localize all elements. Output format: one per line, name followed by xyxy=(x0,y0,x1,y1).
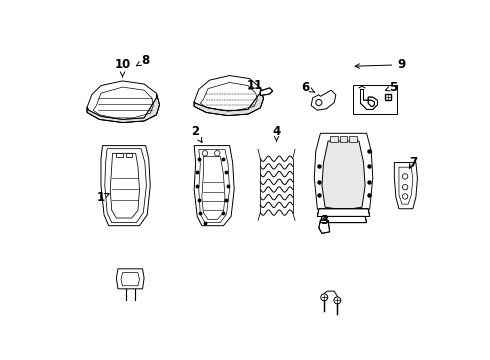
Circle shape xyxy=(202,150,208,156)
Circle shape xyxy=(402,174,408,179)
Text: 4: 4 xyxy=(272,125,281,141)
Circle shape xyxy=(334,297,341,304)
Polygon shape xyxy=(194,88,264,116)
Polygon shape xyxy=(322,141,365,209)
Circle shape xyxy=(402,184,408,190)
Polygon shape xyxy=(314,133,373,222)
Polygon shape xyxy=(101,145,150,226)
Polygon shape xyxy=(318,209,370,216)
Text: 11: 11 xyxy=(247,79,263,92)
Bar xyxy=(330,136,338,142)
Polygon shape xyxy=(320,216,367,222)
Polygon shape xyxy=(194,145,234,226)
Bar xyxy=(349,136,357,142)
Text: 8: 8 xyxy=(136,54,150,67)
Bar xyxy=(125,153,132,157)
Polygon shape xyxy=(117,269,144,289)
Polygon shape xyxy=(394,163,417,209)
Text: 10: 10 xyxy=(114,58,131,77)
Polygon shape xyxy=(260,88,273,95)
Bar xyxy=(340,136,347,142)
Circle shape xyxy=(321,294,328,301)
Text: 3: 3 xyxy=(320,214,328,227)
Polygon shape xyxy=(311,90,336,110)
Polygon shape xyxy=(361,89,377,109)
Text: 7: 7 xyxy=(409,156,417,169)
Circle shape xyxy=(402,194,408,199)
Polygon shape xyxy=(319,220,330,233)
Bar xyxy=(117,153,122,157)
Text: 1: 1 xyxy=(97,191,109,204)
Text: 5: 5 xyxy=(385,81,398,94)
Text: 9: 9 xyxy=(355,58,405,71)
Polygon shape xyxy=(87,81,159,122)
Text: 6: 6 xyxy=(301,81,315,94)
Circle shape xyxy=(316,99,322,105)
Bar xyxy=(353,85,397,114)
Polygon shape xyxy=(87,93,159,122)
Polygon shape xyxy=(194,76,264,116)
Circle shape xyxy=(215,150,220,156)
Text: 2: 2 xyxy=(191,125,202,143)
